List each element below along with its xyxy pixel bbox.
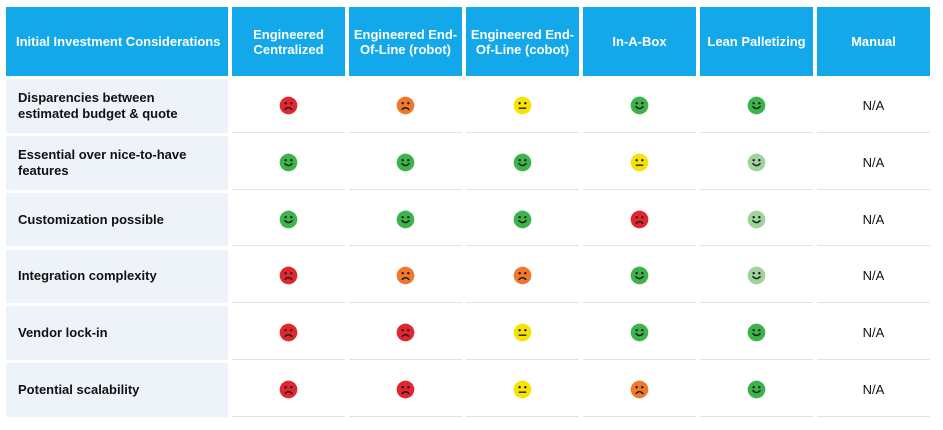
sad-face-icon — [279, 96, 298, 115]
happy-face-icon — [747, 380, 766, 399]
rating-cell — [583, 306, 696, 360]
rating-cell: N/A — [817, 250, 930, 304]
rating-cell — [700, 136, 813, 190]
row-label: Vendor lock-in — [6, 306, 228, 360]
rating-cell — [583, 363, 696, 417]
rating-cell — [583, 136, 696, 190]
sad-face-icon — [396, 380, 415, 399]
sad-face-icon — [279, 323, 298, 342]
rating-cell — [232, 193, 345, 247]
rating-cell — [232, 250, 345, 304]
na-text: N/A — [862, 268, 885, 284]
happy-face-icon — [396, 210, 415, 229]
header-column-4: In-A-Box — [583, 7, 696, 76]
na-text: N/A — [862, 382, 885, 398]
header-considerations: Initial Investment Considerations — [6, 7, 228, 76]
rating-cell: N/A — [817, 193, 930, 247]
row-label: Potential scalability — [6, 363, 228, 417]
rating-cell — [466, 79, 579, 133]
na-text: N/A — [862, 211, 885, 227]
happy-face-icon — [513, 210, 532, 229]
rating-cell — [349, 136, 462, 190]
rating-cell — [466, 136, 579, 190]
happy-face-icon — [279, 210, 298, 229]
row-label: Customization possible — [6, 192, 228, 247]
happy-face-icon — [396, 153, 415, 172]
rating-cell — [466, 306, 579, 360]
sad-face-icon — [279, 266, 298, 285]
header-column-6: Manual — [817, 7, 930, 76]
rating-cell — [349, 79, 462, 133]
happy-face-icon — [630, 323, 649, 342]
header-column-5: Lean Palletizing — [700, 7, 813, 76]
rating-cell — [583, 79, 696, 133]
row-label: Essential over nice-to-have features — [6, 136, 228, 190]
happy-face-icon — [747, 323, 766, 342]
rating-cell: N/A — [817, 306, 930, 360]
rating-cell — [466, 363, 579, 417]
rating-cell — [583, 193, 696, 247]
rating-cell — [466, 193, 579, 247]
rating-cell: N/A — [817, 136, 930, 190]
rating-cell — [583, 250, 696, 304]
rating-cell — [232, 79, 345, 133]
happy-face-icon — [747, 96, 766, 115]
rating-cell — [349, 363, 462, 417]
happy-face-icon — [630, 96, 649, 115]
na-text: N/A — [862, 98, 885, 114]
sad-face-icon — [630, 380, 649, 399]
happy-face-icon — [630, 266, 649, 285]
comparison-table: Initial Investment Considerations Enginee… — [6, 7, 932, 419]
rating-cell — [349, 193, 462, 247]
happy-face-icon — [513, 153, 532, 172]
sad-face-icon — [279, 380, 298, 399]
rating-cell — [232, 136, 345, 190]
neutral-face-icon — [630, 153, 649, 172]
happy-face-icon — [279, 153, 298, 172]
row-label: Disparencies between estimated budget & … — [6, 79, 228, 133]
rating-cell — [466, 250, 579, 304]
happy-face-icon — [747, 210, 766, 229]
row-label: Integration complexity — [6, 249, 228, 304]
rating-cell — [700, 79, 813, 133]
sad-face-icon — [630, 210, 649, 229]
rating-cell — [349, 250, 462, 304]
neutral-face-icon — [513, 96, 532, 115]
rating-cell — [700, 306, 813, 360]
neutral-face-icon — [513, 323, 532, 342]
happy-face-icon — [747, 266, 766, 285]
rating-cell — [700, 363, 813, 417]
sad-face-icon — [513, 266, 532, 285]
rating-cell — [232, 363, 345, 417]
sad-face-icon — [396, 323, 415, 342]
header-column-2: Engineered End-Of-Line (robot) — [349, 7, 462, 76]
happy-face-icon — [747, 153, 766, 172]
rating-cell — [700, 193, 813, 247]
rating-cell: N/A — [817, 79, 930, 133]
na-text: N/A — [862, 154, 885, 170]
rating-cell — [349, 306, 462, 360]
rating-cell — [700, 250, 813, 304]
na-text: N/A — [862, 325, 885, 341]
rating-cell: N/A — [817, 363, 930, 417]
header-column-1: Engineered Centralized — [232, 7, 345, 76]
header-column-3: Engineered End-Of-Line (cobot) — [466, 7, 579, 76]
sad-face-icon — [396, 96, 415, 115]
rating-cell — [232, 306, 345, 360]
neutral-face-icon — [513, 380, 532, 399]
sad-face-icon — [396, 266, 415, 285]
